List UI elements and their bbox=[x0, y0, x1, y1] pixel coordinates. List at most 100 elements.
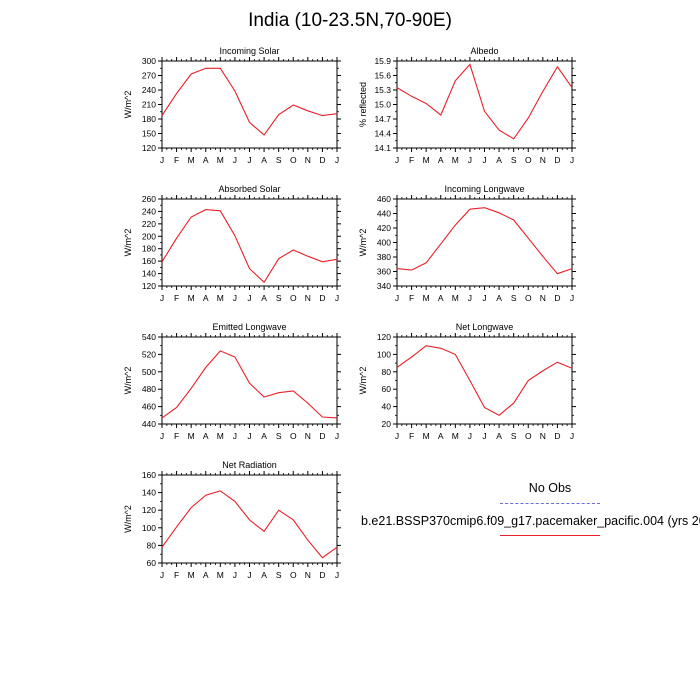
x-tick-label: N bbox=[540, 293, 546, 303]
x-tick-label: S bbox=[276, 431, 282, 441]
series-line bbox=[396, 207, 573, 275]
x-tick-label: J bbox=[233, 155, 237, 165]
x-tick-label: J bbox=[570, 431, 574, 441]
y-tick-label: 200 bbox=[142, 231, 156, 241]
x-tick-label: J bbox=[335, 431, 339, 441]
x-tick-label: J bbox=[395, 155, 399, 165]
series-line bbox=[396, 63, 573, 140]
x-tick-label: M bbox=[423, 155, 430, 165]
x-tick-label: O bbox=[525, 293, 532, 303]
x-tick-label: S bbox=[511, 293, 517, 303]
x-tick-label: F bbox=[409, 431, 414, 441]
x-tick-label: A bbox=[261, 155, 267, 165]
y-tick-label: 240 bbox=[142, 85, 156, 95]
x-tick-label: D bbox=[319, 155, 325, 165]
plot-frame bbox=[161, 474, 338, 564]
y-tick-label: 500 bbox=[142, 367, 156, 377]
plot-frame bbox=[161, 60, 338, 149]
y-tick-label: 480 bbox=[142, 384, 156, 394]
x-tick-label: J bbox=[247, 431, 251, 441]
x-tick-label: N bbox=[540, 431, 546, 441]
y-tick-label: 520 bbox=[142, 349, 156, 359]
y-tick-label: 160 bbox=[142, 256, 156, 266]
x-tick-label: A bbox=[496, 431, 502, 441]
page-title: India (10-23.5N,70-90E) bbox=[248, 10, 452, 31]
x-tick-label: J bbox=[395, 431, 399, 441]
y-tick-label: 60 bbox=[147, 558, 157, 568]
y-axis-label: W/m^2 bbox=[123, 367, 133, 395]
chart-panel: J F M A M J J A S O N D J120150180210240270300Incomi… bbox=[123, 46, 341, 165]
x-tick-label: O bbox=[525, 431, 532, 441]
x-tick-label: J bbox=[247, 293, 251, 303]
y-tick-label: 15.3 bbox=[374, 85, 391, 95]
x-tick-label: O bbox=[290, 431, 297, 441]
chart-panel: J F M A M J J A S O N D J120140160180200220240260Abs… bbox=[123, 184, 341, 303]
x-tick-label: D bbox=[319, 293, 325, 303]
x-tick-label: J bbox=[160, 155, 164, 165]
x-tick-label: A bbox=[261, 431, 267, 441]
y-tick-label: 440 bbox=[142, 419, 156, 429]
y-tick-label: 180 bbox=[142, 244, 156, 254]
x-tick-label: M bbox=[452, 155, 459, 165]
x-tick-label: M bbox=[217, 431, 224, 441]
chart-title: Net Longwave bbox=[456, 322, 514, 332]
x-tick-label: O bbox=[290, 570, 297, 580]
x-tick-label: S bbox=[276, 293, 282, 303]
y-tick-label: 240 bbox=[142, 206, 156, 216]
x-tick-label: J bbox=[160, 293, 164, 303]
y-tick-label: 100 bbox=[377, 349, 391, 359]
x-tick-label: J bbox=[570, 155, 574, 165]
legend-obs-label: No Obs bbox=[528, 481, 572, 495]
y-tick-label: 120 bbox=[142, 143, 156, 153]
x-tick-label: A bbox=[438, 293, 444, 303]
x-tick-label: S bbox=[511, 431, 517, 441]
chart-title: Albedo bbox=[470, 46, 498, 56]
y-axis-label: W/m^2 bbox=[358, 229, 368, 257]
chart-title: Incoming Solar bbox=[219, 46, 279, 56]
y-tick-label: 380 bbox=[377, 252, 391, 262]
y-tick-label: 15.0 bbox=[374, 100, 391, 110]
x-tick-label: A bbox=[496, 293, 502, 303]
y-tick-label: 360 bbox=[377, 267, 391, 277]
x-tick-label: J bbox=[247, 570, 251, 580]
x-tick-label: A bbox=[438, 431, 444, 441]
chart-title: Absorbed Solar bbox=[218, 184, 280, 194]
x-tick-label: J bbox=[482, 431, 486, 441]
x-tick-label: A bbox=[438, 155, 444, 165]
x-tick-label: J bbox=[247, 155, 251, 165]
x-tick-label: J bbox=[482, 155, 486, 165]
plot-frame bbox=[396, 198, 573, 287]
chart-title: Net Radiation bbox=[222, 460, 277, 470]
x-tick-label: D bbox=[554, 155, 560, 165]
x-tick-label: F bbox=[174, 155, 179, 165]
x-tick-label: J bbox=[468, 155, 472, 165]
y-axis-label: W/m^2 bbox=[123, 505, 133, 533]
x-tick-label: M bbox=[188, 155, 195, 165]
x-tick-label: A bbox=[203, 431, 209, 441]
plot-frame bbox=[161, 336, 338, 425]
x-tick-label: J bbox=[570, 293, 574, 303]
x-tick-label: M bbox=[188, 431, 195, 441]
x-tick-label: N bbox=[305, 293, 311, 303]
x-tick-label: D bbox=[319, 570, 325, 580]
x-tick-label: O bbox=[290, 155, 297, 165]
x-tick-label: A bbox=[203, 155, 209, 165]
x-tick-label: F bbox=[409, 293, 414, 303]
x-tick-label: M bbox=[217, 570, 224, 580]
x-tick-label: D bbox=[554, 431, 560, 441]
y-tick-label: 270 bbox=[142, 71, 156, 81]
legend-case-line bbox=[500, 535, 600, 536]
legend-case-label: b.e21.BSSP370cmip6.f09_g17.pacemaker_pac… bbox=[361, 514, 700, 528]
y-tick-label: 180 bbox=[142, 114, 156, 124]
y-tick-label: 140 bbox=[142, 269, 156, 279]
y-tick-label: 40 bbox=[382, 402, 392, 412]
x-tick-label: J bbox=[468, 293, 472, 303]
x-tick-label: J bbox=[335, 155, 339, 165]
y-tick-label: 60 bbox=[382, 384, 392, 394]
x-tick-label: M bbox=[423, 431, 430, 441]
chart-title: Incoming Longwave bbox=[444, 184, 524, 194]
x-tick-label: M bbox=[452, 431, 459, 441]
y-tick-label: 210 bbox=[142, 100, 156, 110]
